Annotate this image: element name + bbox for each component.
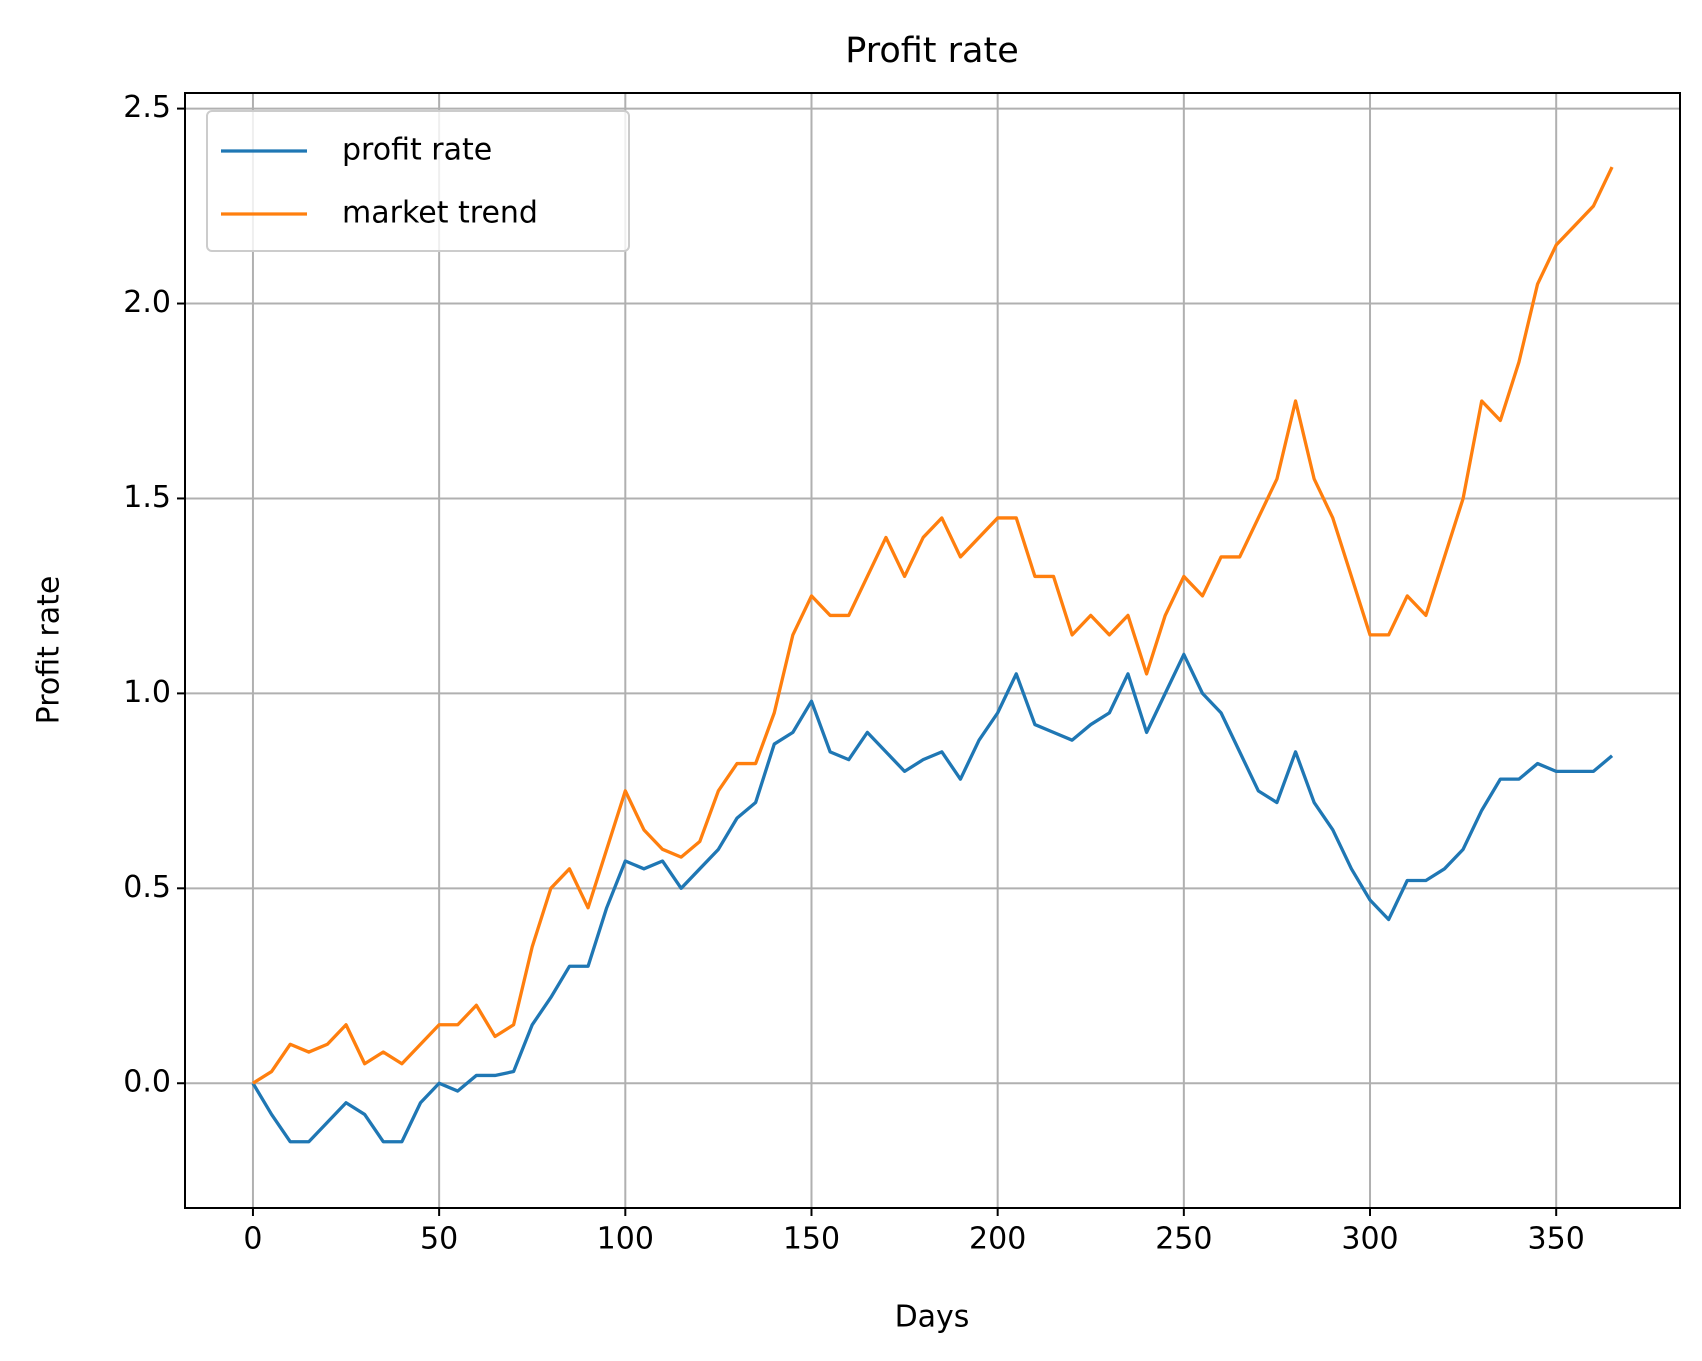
legend-label: market trend: [342, 196, 538, 231]
x-tick-label: 350: [1528, 1222, 1585, 1257]
legend-label: profit rate: [342, 133, 492, 168]
legend: profit rate market trend: [206, 110, 630, 252]
y-tick-label: 0.5: [123, 870, 171, 905]
y-axis-label: Profit rate: [32, 576, 67, 725]
x-tick-label: 300: [1341, 1222, 1398, 1257]
x-tick-label: 200: [969, 1222, 1026, 1257]
y-tick-label: 2.5: [123, 90, 171, 125]
plot-frame: [184, 92, 1681, 1209]
legend-frame: [206, 110, 630, 252]
line-series: [252, 166, 1614, 1085]
chart-title: Profit rate: [845, 31, 1019, 71]
x-tick-label: 150: [783, 1222, 840, 1257]
x-tick-label: 0: [243, 1222, 262, 1257]
x-tick-label: 250: [1155, 1222, 1212, 1257]
line-series: [251, 652, 1614, 1144]
y-tick-label: 1.5: [123, 480, 171, 515]
y-tick-label: 2.0: [123, 285, 171, 320]
y-tick-label: 1.0: [123, 675, 171, 710]
x-axis-label: Days: [895, 1300, 970, 1335]
x-tick-label: 50: [420, 1222, 458, 1257]
y-tick-label: 0.0: [123, 1065, 171, 1100]
x-tick-label: 100: [597, 1222, 654, 1257]
